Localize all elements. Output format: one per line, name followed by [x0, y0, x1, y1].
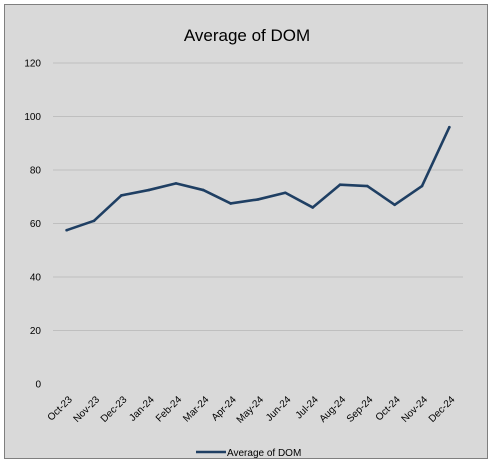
y-axis-tick-labels: 0 20 40 60 80 100 120	[24, 59, 41, 391]
x-tick-label: Aug-24	[318, 394, 349, 425]
x-axis-tick-labels: Oct-23Nov-23Dec-23Jan-24Feb-24Mar-24Apr-…	[46, 394, 458, 426]
x-tick-label: Dec-23	[99, 394, 130, 425]
chart-container: Average of DOM 0 20 40 60 80 100 120 Oct-23 Nov…	[4, 4, 488, 459]
data-point	[338, 183, 342, 187]
data-point	[120, 194, 123, 197]
data-point	[420, 184, 424, 188]
x-tick-label: Dec-24	[427, 394, 458, 425]
x-tick-label: May-24	[235, 394, 267, 426]
data-point	[448, 125, 451, 129]
data-point	[256, 198, 260, 201]
x-tick-label: Feb-24	[154, 394, 184, 424]
legend: Average of DOM	[196, 448, 301, 459]
data-point	[174, 182, 178, 185]
data-point	[393, 203, 396, 207]
chart-title: Average of DOM	[184, 26, 310, 45]
gridlines	[53, 62, 463, 331]
y-tick-label: 20	[30, 326, 42, 337]
series-layer	[65, 125, 451, 232]
y-tick-label: 120	[24, 59, 41, 70]
x-tick-label: Oct-23	[46, 394, 75, 423]
legend-label: Average of DOM	[227, 448, 301, 459]
y-tick-label: 40	[30, 273, 42, 284]
x-tick-label: Sep-24	[345, 394, 376, 425]
data-point	[147, 188, 150, 192]
y-tick-label: 80	[30, 166, 42, 177]
x-tick-label: Nov-23	[72, 394, 103, 425]
data-point	[202, 188, 205, 192]
x-tick-label: Jan-24	[127, 394, 157, 424]
y-tick-label: 100	[24, 112, 41, 123]
y-tick-label: 0	[35, 380, 41, 391]
x-tick-label: Jun-24	[264, 394, 294, 424]
data-point	[311, 206, 314, 209]
data-point	[229, 202, 232, 205]
x-tick-label: Oct-24	[374, 394, 403, 423]
data-point	[65, 228, 68, 232]
data-point	[92, 219, 96, 223]
y-tick-label: 60	[30, 219, 42, 230]
data-point	[284, 191, 287, 195]
data-point	[366, 184, 369, 188]
series-line	[65, 125, 451, 232]
x-tick-label: Nov-24	[400, 394, 431, 425]
x-tick-label: Mar-24	[181, 394, 211, 424]
